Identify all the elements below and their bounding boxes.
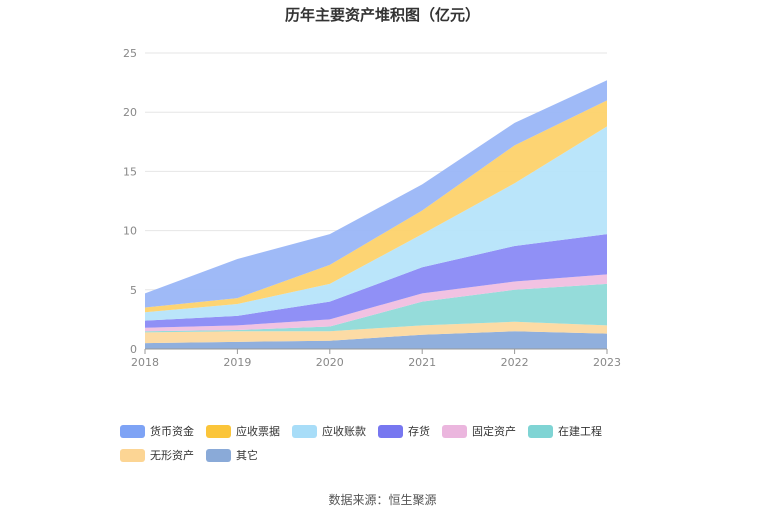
area-无形资产 — [145, 321, 607, 344]
legend-label: 固定资产 — [472, 425, 516, 438]
x-tick-label: 2023 — [593, 356, 621, 369]
legend-swatch — [206, 424, 231, 438]
legend-item[interactable]: 存货 — [378, 424, 430, 438]
y-tick-label: 10 — [123, 225, 137, 238]
axes: 0 5 10 15 20 25 2018 2019 2020 2021 2022 2023 — [123, 47, 621, 369]
x-tick-label: 2021 — [408, 356, 436, 369]
area-其它 — [145, 331, 607, 349]
legend-swatch — [120, 448, 145, 462]
area-series — [145, 80, 607, 349]
x-tick-label: 2019 — [223, 356, 251, 369]
legend-item[interactable]: 应收票据 — [206, 424, 280, 438]
y-tick-label: 20 — [123, 106, 137, 119]
y-tick-label: 15 — [123, 165, 137, 178]
y-tick-label: 25 — [123, 47, 137, 60]
x-tick-label: 2018 — [131, 356, 159, 369]
legend-label: 无形资产 — [150, 449, 194, 462]
legend-swatch — [120, 424, 145, 438]
legend-swatch — [528, 424, 553, 438]
legend-label: 应收账款 — [322, 425, 366, 438]
legend-label: 存货 — [408, 425, 430, 438]
chart-title: 历年主要资产堆积图（亿元） — [284, 6, 480, 24]
area-存货 — [145, 234, 607, 328]
stacked-area-chart: 0 5 10 15 20 25 2018 2019 2020 2021 2022 2023 — [123, 47, 621, 369]
legend-item[interactable]: 在建工程 — [528, 424, 602, 438]
legend-label: 在建工程 — [558, 425, 602, 438]
legend-item[interactable]: 无形资产 — [120, 448, 194, 462]
legend-label: 应收票据 — [236, 425, 280, 438]
area-货币资金 — [145, 80, 607, 308]
area-应收账款 — [145, 126, 607, 321]
legend-label: 其它 — [236, 449, 258, 462]
legend-swatch — [378, 424, 403, 438]
y-tick-label: 5 — [130, 284, 137, 297]
legend-swatch — [442, 424, 467, 438]
area-固定资产 — [145, 274, 607, 332]
area-在建工程 — [145, 283, 607, 333]
legend-item[interactable]: 固定资产 — [442, 424, 516, 438]
legend-item[interactable]: 其它 — [206, 448, 258, 462]
x-tick-label: 2022 — [501, 356, 529, 369]
legend-label: 货币资金 — [150, 425, 194, 438]
y-tick-label: 0 — [130, 343, 137, 356]
legend-item[interactable]: 货币资金 — [120, 424, 194, 438]
data-source: 数据来源：恒生聚源 — [328, 493, 437, 507]
legend-item[interactable]: 应收账款 — [292, 424, 366, 438]
legend-swatch — [292, 424, 317, 438]
legend-swatch — [206, 448, 231, 462]
x-tick-label: 2020 — [316, 356, 344, 369]
legend: 货币资金 应收票据 应收账款 存货 固定资产 在建工程无形资产 其它 — [120, 424, 680, 472]
